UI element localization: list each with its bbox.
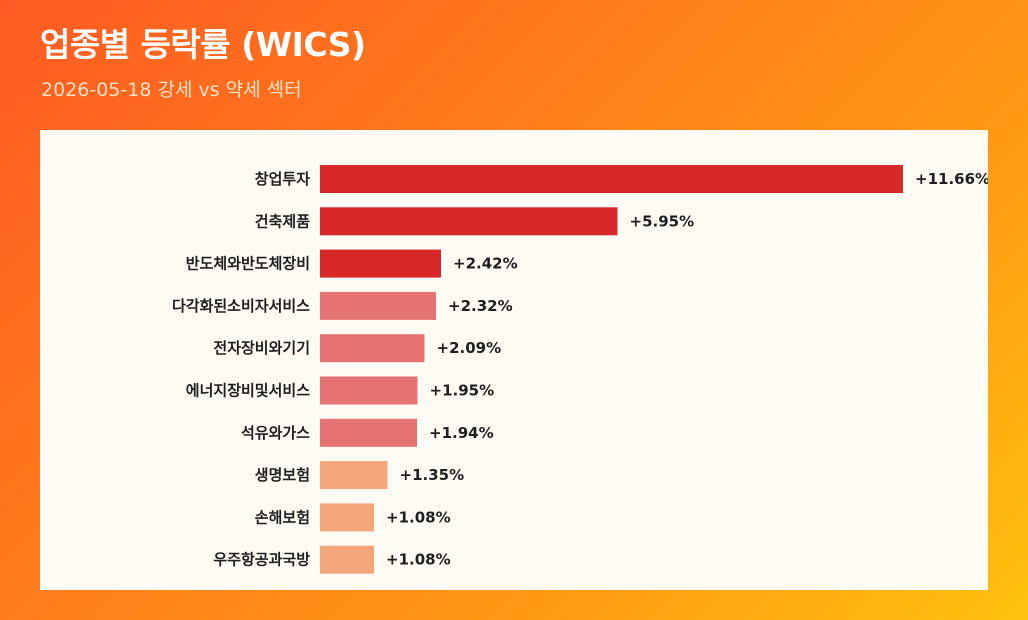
bar <box>320 461 388 490</box>
value-label: +1.95% <box>430 382 495 400</box>
category-label: 전자장비와기기 <box>213 339 310 357</box>
category-label: 반도체와반도체장비 <box>186 255 310 273</box>
value-label: +2.42% <box>453 255 518 273</box>
value-label: +11.66% <box>915 170 988 188</box>
bar <box>320 207 618 236</box>
bar <box>320 334 425 363</box>
bar-chart: 창업투자 +11.66% 건축제품 +5.95% 반도체와반도체장비 +2.42% 다각화된… <box>172 165 988 574</box>
category-label: 다각화된소비자서비스 <box>172 297 310 315</box>
value-label: +2.32% <box>448 297 513 315</box>
bar <box>320 418 417 447</box>
page-subtitle: 2026-05-18 강세 vs 약세 섹터 <box>41 79 302 101</box>
bar <box>320 291 436 320</box>
value-label: +1.08% <box>386 551 451 569</box>
chart-card: 창업투자 +11.66% 건축제품 +5.95% 반도체와반도체장비 +2.42% 다각화된… <box>40 130 988 590</box>
bar <box>320 165 903 193</box>
category-label: 우주항공과국방 <box>213 551 310 569</box>
page-title: 업종별 등락률 (WICS) <box>40 25 366 64</box>
value-label: +2.09% <box>437 339 502 357</box>
value-label: +1.94% <box>429 424 494 442</box>
bar <box>320 545 374 574</box>
value-label: +1.08% <box>386 508 451 526</box>
category-label: 건축제품 <box>255 212 310 230</box>
category-label: 석유와가스 <box>241 424 310 442</box>
bar <box>320 249 441 278</box>
value-label: +5.95% <box>630 212 695 230</box>
category-label: 손해보험 <box>255 508 310 526</box>
bar <box>320 376 418 405</box>
category-label: 에너지장비및서비스 <box>186 382 310 400</box>
category-label: 생명보험 <box>255 466 310 484</box>
value-label: +1.35% <box>400 466 465 484</box>
category-label: 창업투자 <box>255 170 310 188</box>
bar <box>320 503 374 532</box>
